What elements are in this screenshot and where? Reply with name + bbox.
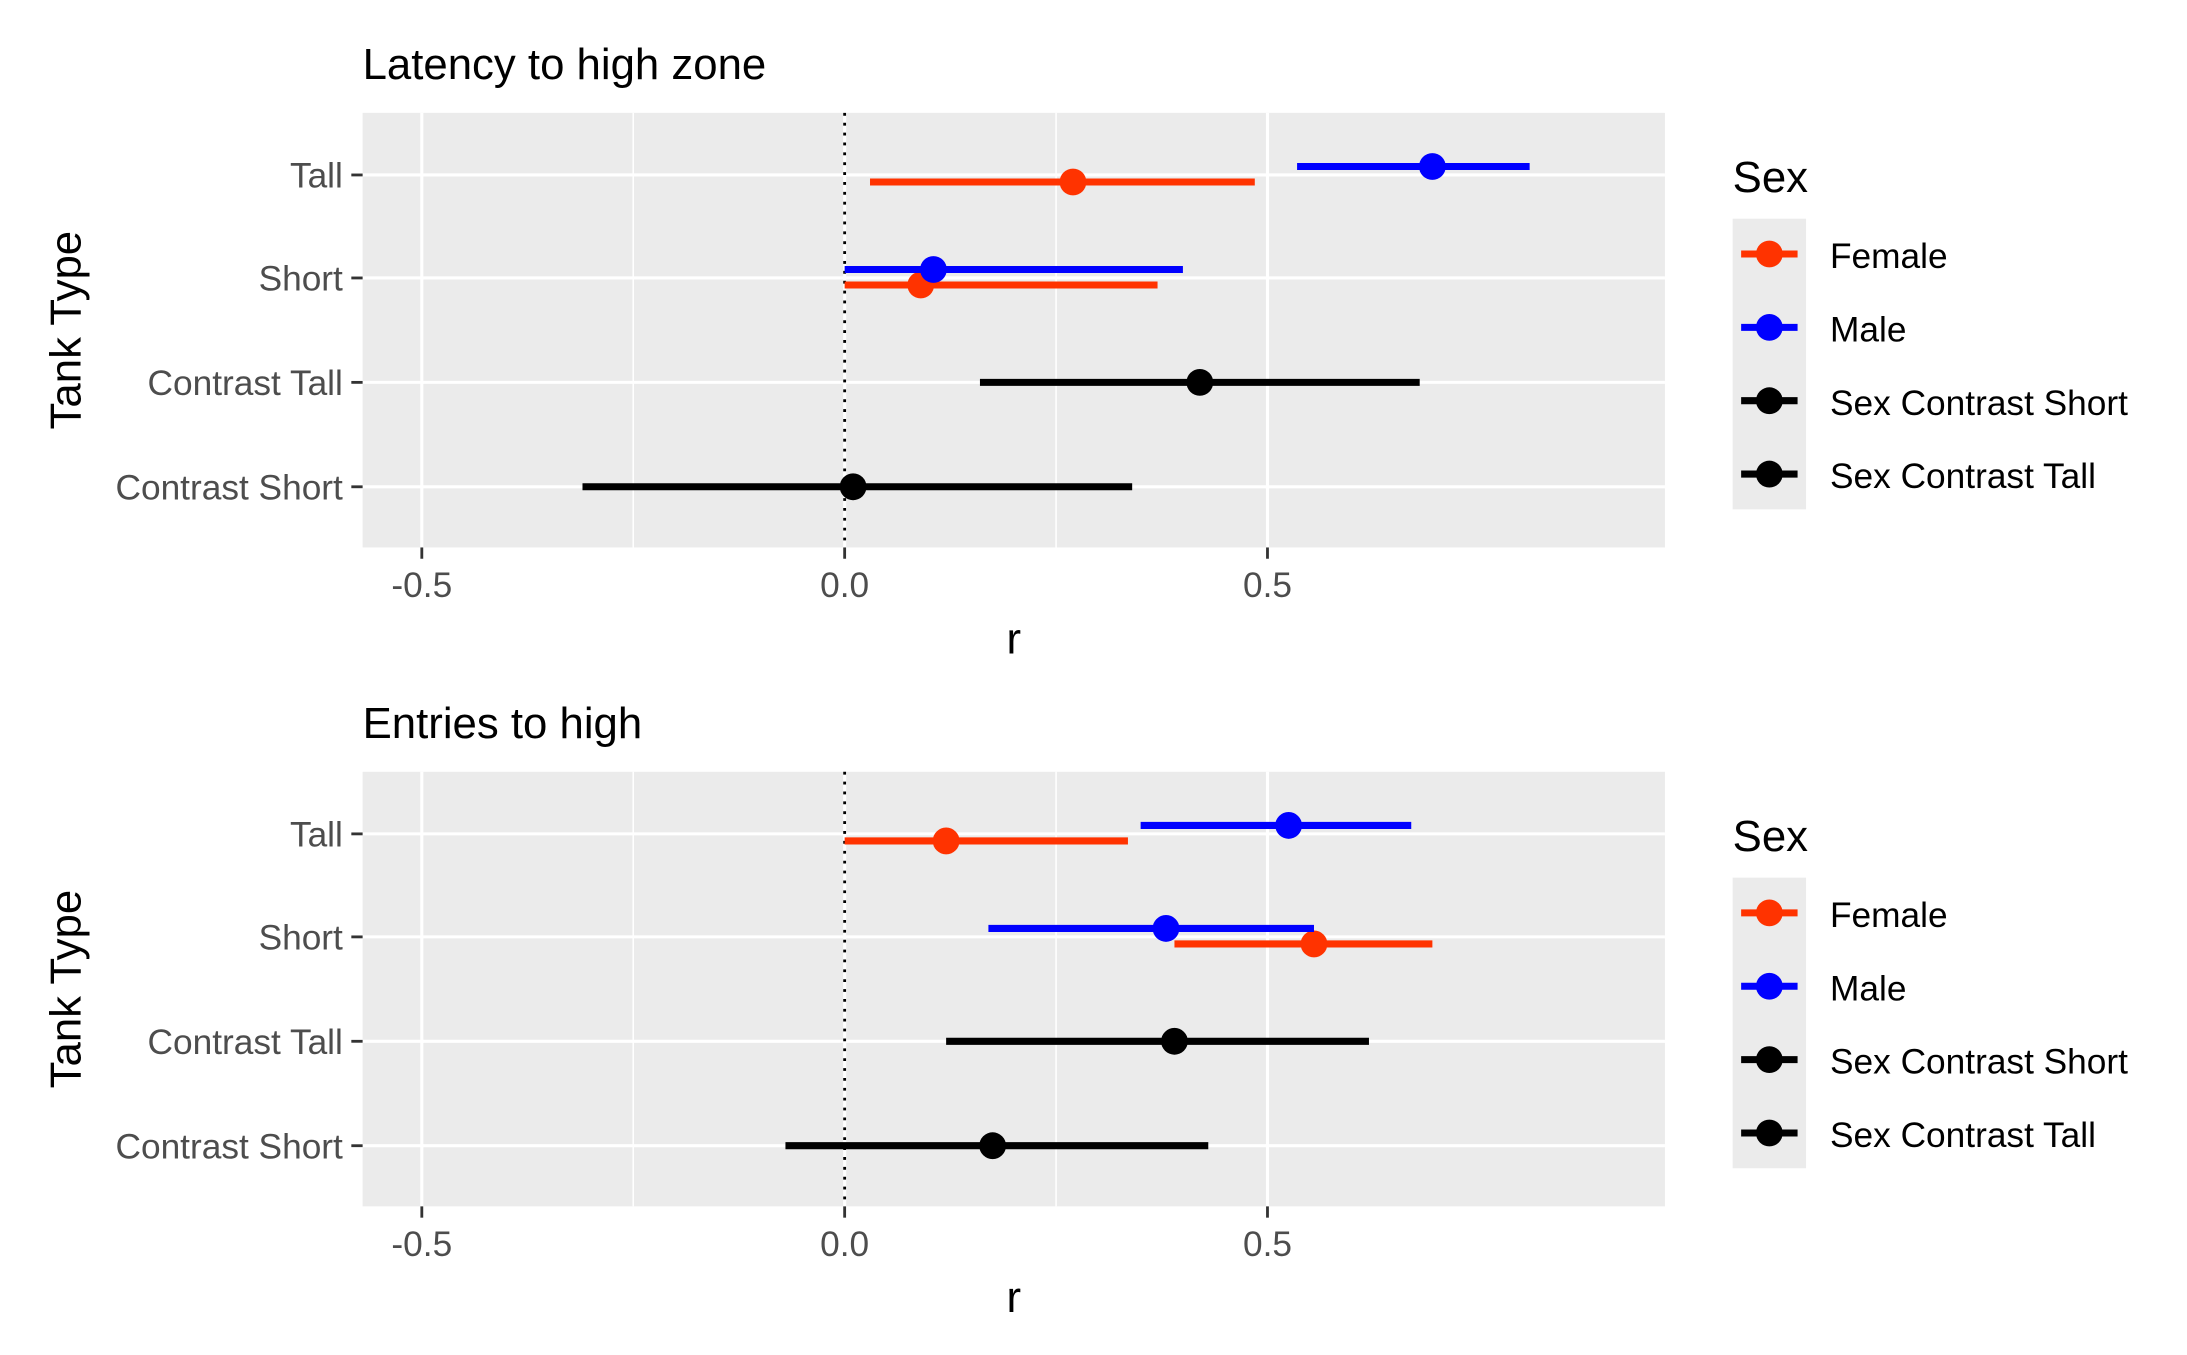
entries-panel: Entries to high Tall Short Contrast Tall Con… [41, 699, 2128, 1322]
x-tick-label: 0.5 [1243, 1225, 1292, 1264]
legend-key-point [1755, 460, 1783, 488]
y-tick-label: Contrast Short [115, 468, 343, 507]
x-tick-label: 0.0 [820, 566, 869, 605]
chart-root: Latency to high zone Tall Short Contrast Ta… [41, 40, 2128, 1322]
x-axis-label: r [1006, 1273, 1021, 1322]
point-estimate-female [1300, 930, 1328, 958]
x-tick-label: 0.0 [820, 1225, 869, 1264]
x-tick-label: -0.5 [391, 566, 452, 605]
plot-background [362, 771, 1665, 1207]
latency-panel: Latency to high zone Tall Short Contrast Ta… [41, 40, 2128, 663]
legend-key-point [1755, 240, 1783, 268]
point-estimate-sex-contrast-short [979, 1132, 1007, 1160]
legend-key-point [1755, 387, 1783, 415]
y-tick-label: Contrast Tall [148, 364, 343, 403]
legend-label: Male [1830, 969, 1906, 1008]
chart-title: Latency to high zone [363, 40, 767, 89]
legend-key-point [1755, 899, 1783, 927]
legend-label: Sex Contrast Tall [1830, 457, 2096, 496]
y-tick-label: Tall [290, 157, 343, 196]
point-estimate-male [1275, 812, 1303, 839]
legend-label: Male [1830, 310, 1906, 349]
point-estimate-sex-contrast-short [839, 473, 867, 501]
x-tick-label: 0.5 [1243, 566, 1292, 605]
y-tick-label: Short [259, 260, 343, 299]
x-axis-label: r [1006, 614, 1021, 663]
chart-title: Entries to high [363, 699, 643, 748]
point-estimate-female [1059, 168, 1087, 196]
y-tick-label: Contrast Short [115, 1127, 343, 1166]
legend-key-point [1755, 1119, 1783, 1147]
y-tick-label: Contrast Tall [148, 1023, 343, 1062]
legend-label: Sex Contrast Short [1830, 1043, 2128, 1082]
legend-title: Sex [1733, 812, 1808, 861]
point-estimate-male [1152, 915, 1180, 942]
point-estimate-sex-contrast-tall [1186, 368, 1214, 396]
legend-label: Sex Contrast Tall [1830, 1116, 2096, 1155]
y-tick-label: Tall [290, 816, 343, 855]
point-estimate-female [932, 827, 960, 855]
point-estimate-sex-contrast-tall [1161, 1027, 1188, 1055]
y-tick-label: Short [259, 919, 343, 958]
legend-key-point [1755, 313, 1783, 341]
legend-label: Female [1830, 237, 1948, 276]
legend-label: Sex Contrast Short [1830, 384, 2128, 423]
point-estimate-male [1418, 153, 1446, 180]
legend-key-point [1755, 972, 1783, 1000]
x-tick-label: -0.5 [391, 1225, 452, 1264]
y-axis-label: Tank Type [41, 231, 90, 430]
point-estimate-male [920, 256, 947, 283]
plot-background [362, 112, 1665, 548]
legend-label: Female [1830, 896, 1948, 935]
legend-key-point [1755, 1046, 1783, 1074]
y-axis-label: Tank Type [41, 890, 90, 1089]
legend-title: Sex [1733, 153, 1808, 202]
